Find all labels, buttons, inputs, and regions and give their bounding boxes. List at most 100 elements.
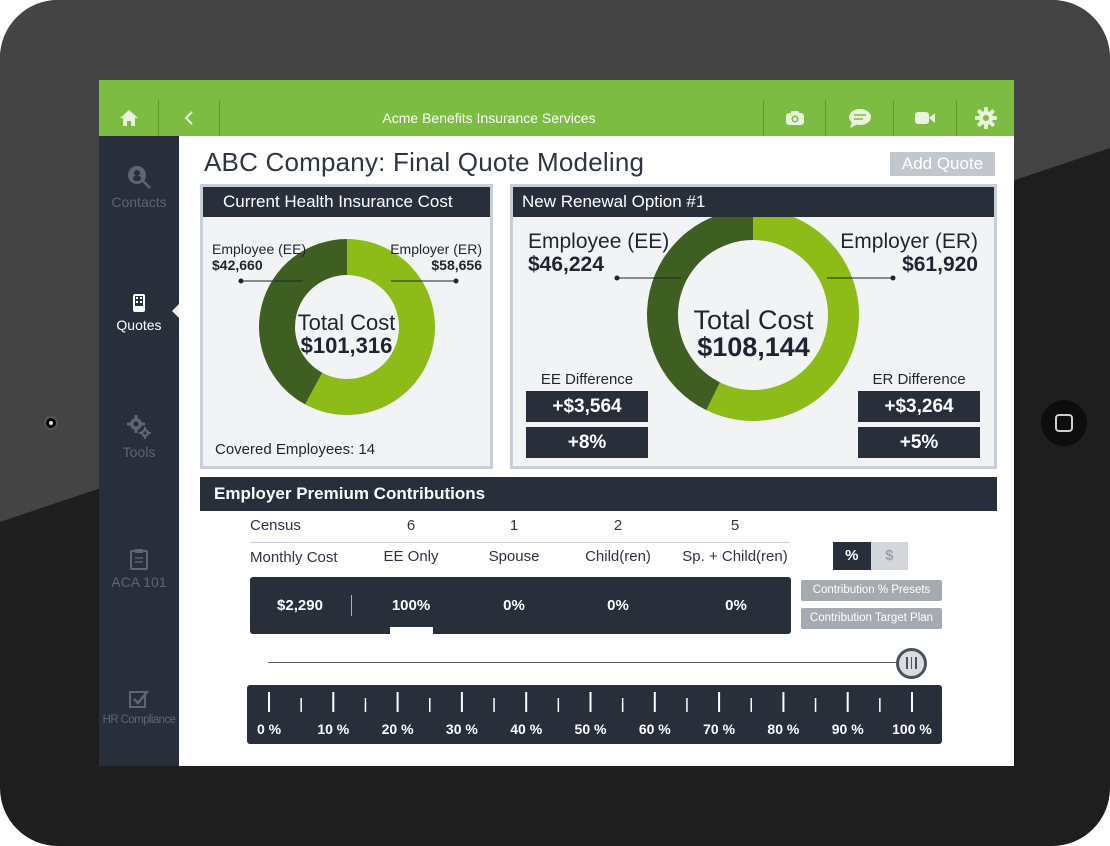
- ruler-ticks: [268, 692, 913, 712]
- donut-slice-employee: [647, 217, 753, 411]
- ruler-label: 10 %: [317, 721, 350, 737]
- er-value: $58,656: [431, 257, 482, 273]
- donut-chart: [647, 217, 859, 421]
- er-difference-label: ER Difference: [872, 371, 966, 388]
- sidebar-item-hr-compliance[interactable]: HR Compliance: [99, 688, 179, 726]
- current-cost-panel: Current Health Insurance Cost Employee (…: [200, 184, 493, 469]
- contribution-presets-button[interactable]: Contribution % Presets: [801, 580, 942, 601]
- ee-label: Employee (EE): [212, 241, 307, 257]
- column-spouse-children[interactable]: Sp. + Child(ren): [682, 548, 788, 565]
- sidebar-item-quotes[interactable]: Quotes: [99, 293, 179, 333]
- sidebar-item-label: ACA 101: [111, 574, 167, 590]
- covered-employees: Covered Employees: 14: [215, 441, 376, 458]
- monthly-cost-label: Monthly Cost: [250, 549, 338, 566]
- ruler-label: 50 %: [574, 721, 607, 737]
- back-button[interactable]: [159, 100, 220, 136]
- sidebar-item-tools[interactable]: Tools: [99, 414, 179, 460]
- ruler-label: 20 %: [381, 721, 414, 737]
- gear-icon: [974, 107, 997, 129]
- donut-slice-employer: [305, 239, 436, 415]
- census-label: Census: [250, 517, 301, 534]
- value-spouse[interactable]: 0%: [503, 597, 525, 614]
- app-title: Acme Benefits Insurance Services: [382, 110, 596, 126]
- percent-ruler: 0 % 10 % 20 % 30 % 40 % 50 % 60 % 70 % 80 % 90 % 1…: [247, 685, 942, 744]
- dollar-mode-button[interactable]: $: [870, 542, 908, 570]
- column-children[interactable]: Child(ren): [585, 548, 651, 565]
- clipboard-icon: [130, 549, 148, 570]
- home-button[interactable]: [1041, 400, 1087, 446]
- page-title: ABC Company: Final Quote Modeling: [204, 147, 645, 177]
- contribution-target-plan-button[interactable]: Contribution Target Plan: [801, 608, 942, 629]
- status-bar: [99, 80, 1014, 100]
- contribution-slider-track[interactable]: [268, 662, 900, 663]
- section-title: Employer Premium Contributions: [200, 477, 997, 511]
- tablet-icon: [133, 294, 145, 312]
- donut-slice-employee: [259, 239, 347, 405]
- value-children[interactable]: 0%: [607, 597, 629, 614]
- panel-title: Current Health Insurance Cost: [203, 187, 490, 217]
- panel-title: New Renewal Option #1: [513, 187, 994, 217]
- ee-value: $46,224: [528, 253, 604, 276]
- ee-difference-amount: +$3,564: [526, 391, 648, 422]
- renewal-option-panel: New Renewal Option #1 Employee (EE) $46,…: [510, 184, 997, 469]
- app-screen: Acme Benefits Insurance Services: [99, 80, 1014, 766]
- census-spouse-children: 5: [730, 517, 740, 534]
- contribution-slider-handle[interactable]: [896, 648, 927, 679]
- er-label: Employer (ER): [390, 241, 482, 257]
- active-indicator: [172, 304, 179, 318]
- video-icon: [915, 112, 935, 124]
- ee-leader-dot: [238, 278, 244, 284]
- column-spouse[interactable]: Spouse: [488, 548, 540, 565]
- sidebar: Contacts Quotes: [99, 136, 179, 766]
- back-chevron-icon: [184, 111, 193, 125]
- gears-icon: [127, 415, 151, 439]
- selected-column-indicator: [390, 627, 433, 634]
- donut-chart: [259, 239, 436, 415]
- er-difference-percent: +5%: [858, 427, 980, 458]
- chat-icon: [848, 109, 871, 128]
- percent-mode-button[interactable]: %: [833, 542, 871, 570]
- home-nav-button[interactable]: [99, 100, 159, 136]
- sidebar-item-contacts[interactable]: Contacts: [99, 164, 179, 210]
- sidebar-item-aca-101[interactable]: ACA 101: [99, 548, 179, 590]
- video-button[interactable]: [893, 100, 956, 136]
- er-leader-dot: [453, 278, 459, 284]
- ruler-label: 90 %: [831, 721, 864, 737]
- value-ee-only[interactable]: 100%: [391, 597, 431, 614]
- census-children: 2: [613, 517, 623, 534]
- ee-leader-dot: [614, 275, 620, 281]
- er-value: $61,920: [902, 253, 978, 276]
- mode-toggle: % $: [833, 542, 908, 570]
- total-cost-label: Total Cost: [297, 310, 396, 335]
- camera-button[interactable]: [763, 100, 825, 136]
- ruler-label: 0 %: [256, 721, 282, 737]
- column-ee-only[interactable]: EE Only: [383, 548, 439, 565]
- ruler-label: 80 %: [767, 721, 800, 737]
- contact-search-icon: [128, 166, 151, 189]
- settings-button[interactable]: [956, 100, 1014, 136]
- home-icon: [119, 110, 138, 126]
- ee-difference-percent: +8%: [526, 427, 648, 458]
- census-spouse: 1: [509, 517, 519, 534]
- sidebar-item-label: HR Compliance: [102, 714, 176, 726]
- add-quote-button[interactable]: Add Quote: [890, 152, 995, 176]
- camera-icon: [785, 111, 804, 125]
- ruler-label: 60 %: [638, 721, 671, 737]
- total-cost-value: $108,144: [697, 332, 810, 362]
- grid-divider: [250, 542, 790, 543]
- value-spouse-children[interactable]: 0%: [725, 597, 747, 614]
- monthly-cost-value: $2,290: [277, 597, 323, 614]
- sidebar-item-label: Quotes: [116, 317, 162, 333]
- ruler-label: 40 %: [510, 721, 543, 737]
- total-cost-value: $101,316: [300, 333, 393, 358]
- er-leader-dot: [890, 275, 896, 281]
- ruler-label: 100 %: [892, 721, 932, 737]
- chat-button[interactable]: [825, 100, 893, 136]
- ee-label: Employee (EE): [528, 230, 670, 253]
- census-ee-only: 6: [406, 517, 416, 534]
- er-label: Employer (ER): [840, 230, 978, 253]
- checkbox-icon: [129, 690, 149, 708]
- top-bar: Acme Benefits Insurance Services: [99, 100, 1014, 136]
- renewal-donut: [614, 217, 896, 421]
